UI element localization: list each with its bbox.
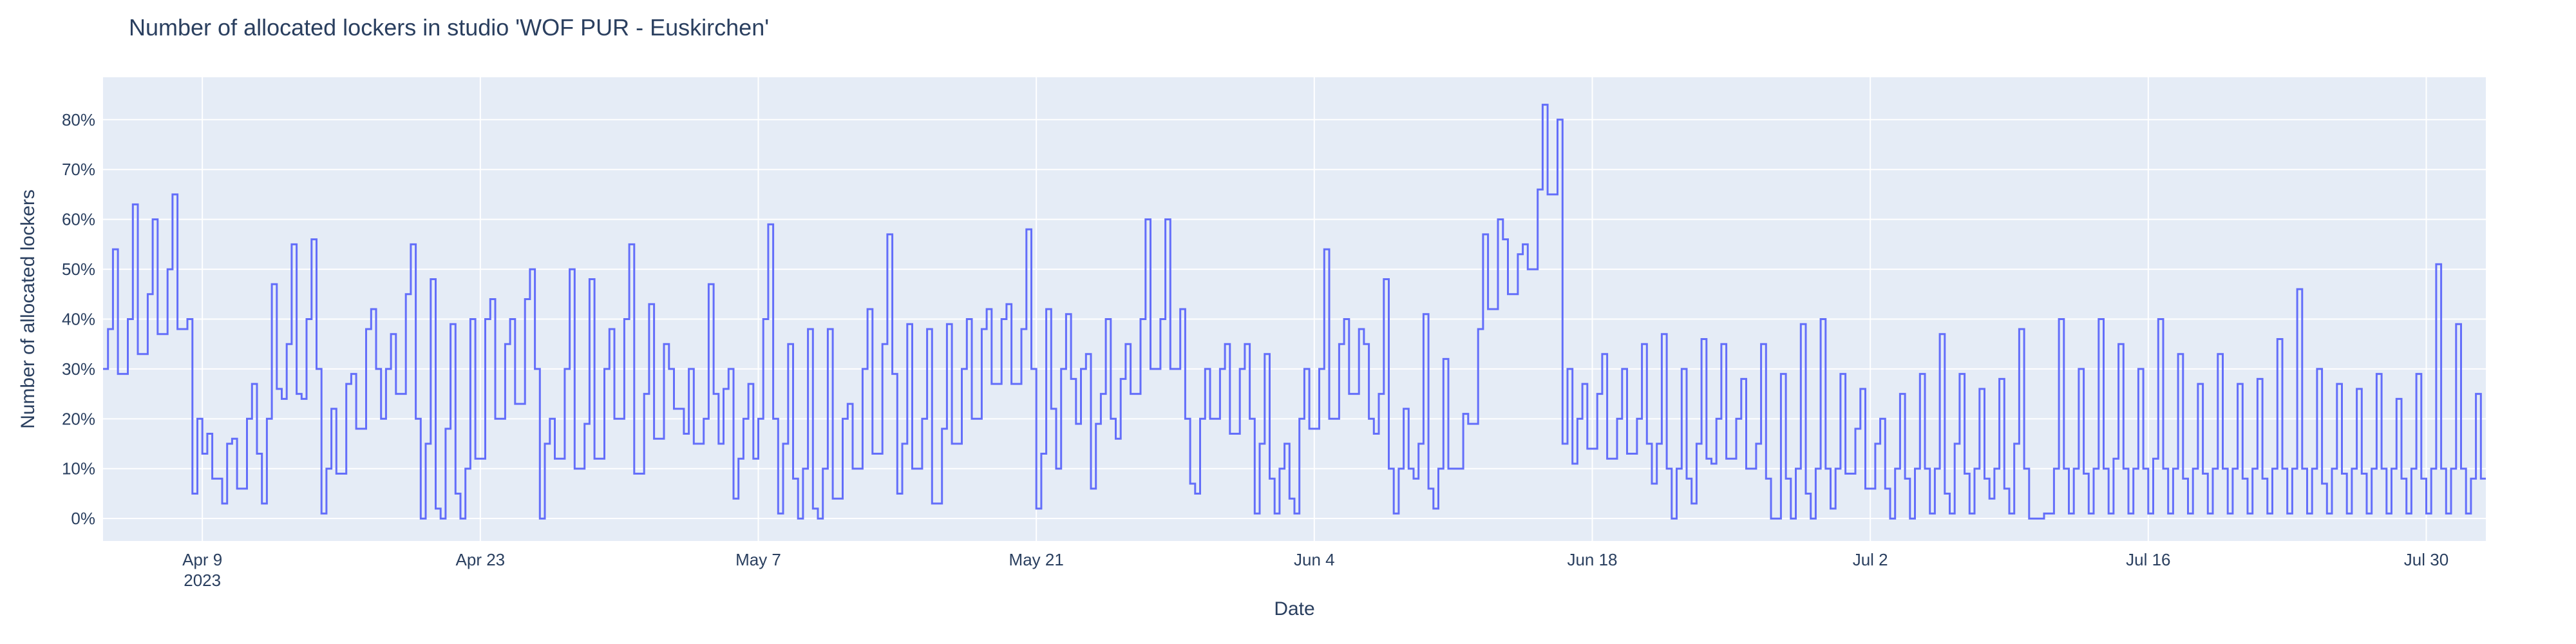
y-tick-label: 50% [62,260,95,279]
x-tick-label: Jul 16 [2126,550,2170,569]
y-tick-labels: 0% 10% 20% 30% 40% 50% 60% 70% 80% [62,110,95,528]
y-tick-label: 40% [62,309,95,328]
y-tick-label: 70% [62,160,95,179]
series-line [103,104,2486,520]
plot-background [103,77,2486,541]
x-tick-label: Jun 4 [1294,550,1335,569]
x-axis-title: Date [1274,598,1314,620]
x-tick-label: Apr 9 [182,550,222,569]
y-axis-title: Number of allocated lockers [17,189,39,429]
x-tick-label: Jun 18 [1567,550,1617,569]
y-tick-label: 30% [62,359,95,379]
y-tick-label: 0% [71,509,95,528]
x-tick-label: Apr 23 [456,550,506,569]
x-tick-labels: Apr 9 2023 Apr 23 May 7 May 21 Jun 4 Jun 18 Jul… [182,550,2448,590]
y-tick-label: 60% [62,210,95,229]
series-group [103,104,2486,520]
y-tick-label: 10% [62,459,95,478]
x-tick-label: Jul 30 [2404,550,2448,569]
y-gridlines [103,118,2486,520]
x-tick-sublabel: 2023 [184,571,221,590]
y-tick-label: 20% [62,409,95,428]
x-tick-label: Jul 2 [1853,550,1888,569]
y-tick-label: 80% [62,110,95,129]
x-tick-label: May 21 [1009,550,1064,569]
x-tick-label: May 7 [735,550,781,569]
chart-title: Number of allocated lockers in studio 'W… [129,14,770,41]
